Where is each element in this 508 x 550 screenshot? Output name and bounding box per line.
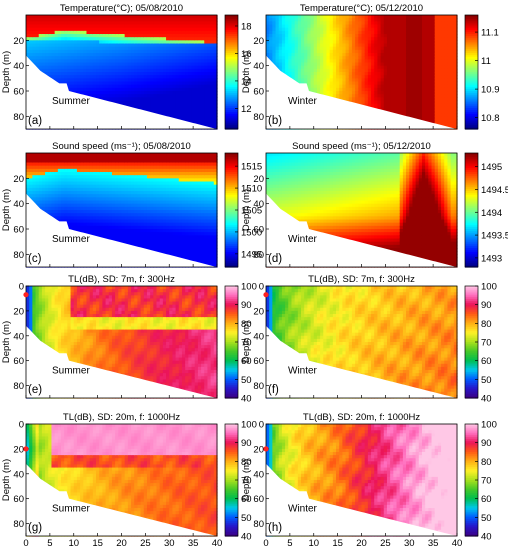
colorbar-tick-label: 12 — [241, 104, 252, 115]
y-tick-label: 40 — [13, 61, 24, 72]
panel-title: Temperature(°C); 05/08/2010 — [60, 3, 183, 14]
y-tick-label: 80 — [13, 112, 24, 123]
panel-c: Sound speed (ms⁻¹); 05/08/201020406080De… — [1, 141, 262, 268]
colorbar-tick-label: 11 — [481, 56, 491, 67]
y-tick-label: 20 — [253, 36, 264, 47]
panel-title: Temperature(°C); 05/12/2010 — [300, 3, 423, 14]
panel-label: (b) — [268, 115, 282, 127]
colorbar-tick-label: 10.8 — [481, 113, 500, 124]
y-tick-label: 20 — [13, 36, 24, 47]
colorbar-tick-label: 11.1 — [481, 28, 499, 39]
y-tick-label: 80 — [253, 112, 264, 123]
panel-a: Temperature(°C); 05/08/2010 20 40 60 80 Depth… — [1, 3, 252, 130]
panel-label: (a) — [28, 115, 42, 127]
colorbar-tick-label: 10.9 — [481, 85, 500, 96]
y-axis-label: Depth (m) — [1, 51, 12, 93]
season-label: Winter — [288, 96, 318, 107]
colorbar: 11.1 11 10.9 10.8 — [465, 15, 500, 130]
y-tick-label: 60 — [13, 87, 24, 98]
y-tick-label: 60 — [253, 87, 264, 98]
panel-title: Sound speed (ms⁻¹); 05/08/2010 — [52, 141, 191, 152]
colorbar-tick-label: 18 — [241, 21, 252, 32]
y-tick-label: 40 — [253, 61, 264, 72]
panel-b: Temperature(°C); 05/12/2010 20 40 60 80 Depth… — [241, 3, 500, 130]
y-axis-label: Depth (m) — [241, 51, 252, 93]
season-label: Summer — [52, 96, 90, 107]
